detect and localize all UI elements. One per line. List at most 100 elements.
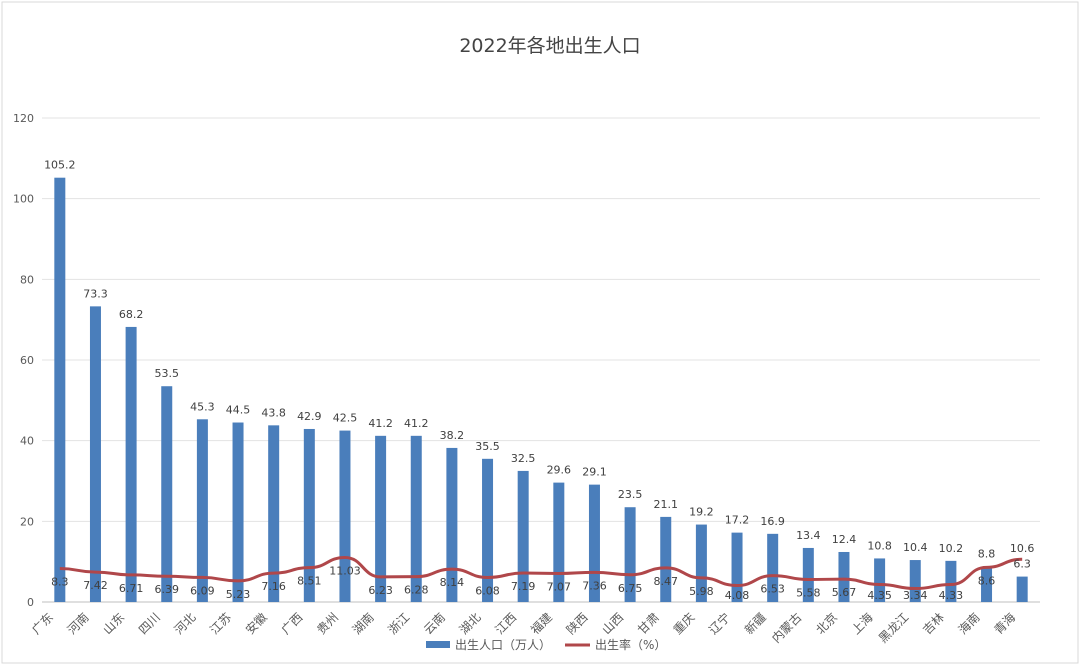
bar-data-label: 73.3 <box>83 287 108 300</box>
bar <box>54 177 66 602</box>
line-data-label: 8.51 <box>297 575 322 588</box>
line-data-label: 8.14 <box>440 576 465 589</box>
bar-data-label: 19.2 <box>689 506 714 519</box>
line-data-label: 4.33 <box>939 589 964 602</box>
line-data-label: 4.08 <box>725 589 750 602</box>
bar-data-label: 35.5 <box>475 440 500 453</box>
bar <box>375 435 387 602</box>
bar <box>624 507 636 602</box>
bar <box>874 558 886 602</box>
line-data-label: 6.28 <box>404 584 429 597</box>
bar-data-label: 21.1 <box>654 498 679 511</box>
line-data-label: 3.34 <box>903 589 928 602</box>
bar-data-label: 10.2 <box>939 542 964 555</box>
legend: 出生人口（万人） 出生率（%） <box>426 637 666 652</box>
bar <box>802 547 814 602</box>
line-data-label: 6.75 <box>618 582 643 595</box>
bar <box>268 425 280 602</box>
y-tick-label: 40 <box>20 435 34 448</box>
bar <box>517 470 529 602</box>
line-data-label: 5.58 <box>796 586 821 599</box>
bar <box>303 428 315 602</box>
legend-bar-label: 出生人口（万人） <box>455 638 551 652</box>
line-series-path <box>59 556 1023 591</box>
bar-data-label: 41.2 <box>404 417 429 430</box>
line-data-label: 5.67 <box>832 586 857 599</box>
bar <box>731 532 743 602</box>
bar <box>339 430 351 602</box>
line-data-label: 6.53 <box>760 583 785 596</box>
bar <box>660 516 672 602</box>
bar-data-label: 10.8 <box>867 539 892 552</box>
line-data-label: 7.36 <box>582 579 607 592</box>
line-data-label: 11.03 <box>329 565 361 578</box>
y-tick-label: 100 <box>13 193 34 206</box>
bar <box>482 458 494 602</box>
line-data-label: 7.07 <box>547 580 572 593</box>
bar <box>909 560 921 602</box>
line-data-label: 6.71 <box>119 582 144 595</box>
line-data-label: 6.39 <box>155 583 180 596</box>
bar <box>588 484 600 602</box>
line-data-label: 6.08 <box>475 584 500 597</box>
bar <box>232 422 244 602</box>
bar-data-label: 41.2 <box>368 417 393 430</box>
bar <box>446 447 458 602</box>
bar-series <box>54 177 1028 602</box>
bar-data-label: 16.9 <box>760 515 785 528</box>
bar-data-label: 43.8 <box>261 406 286 419</box>
line-data-label: 5.98 <box>689 585 714 598</box>
bar-data-label: 13.4 <box>796 529 821 542</box>
line-series <box>59 556 1023 591</box>
legend-bar-swatch <box>426 641 450 648</box>
legend-line-label: 出生率（%） <box>595 637 666 652</box>
y-tick-label: 80 <box>20 273 34 286</box>
line-data-label: 8.3 <box>51 576 69 589</box>
bar <box>161 386 173 602</box>
line-data-label: 8.47 <box>654 575 679 588</box>
bar-data-label: 45.3 <box>190 400 215 413</box>
grid: 0 20 40 60 80 100 120 <box>13 112 1040 609</box>
line-data-label: 6.09 <box>190 584 215 597</box>
bar <box>838 551 850 602</box>
bar <box>125 326 137 602</box>
bar-data-label: 10.4 <box>903 541 928 554</box>
bar-data-label: 53.5 <box>155 367 180 380</box>
y-tick-label: 120 <box>13 112 34 125</box>
bar-data-label: 38.2 <box>440 429 465 442</box>
bar <box>945 560 957 602</box>
bar-data-label: 42.9 <box>297 410 322 423</box>
line-data-label: 4.35 <box>867 589 892 602</box>
y-tick-label: 0 <box>27 596 34 609</box>
bar-data-label: 6.3 <box>1013 558 1031 571</box>
bar <box>410 435 422 602</box>
bar-data-label: 23.5 <box>618 488 643 501</box>
line-data-label: 10.6 <box>1010 542 1035 555</box>
y-tick-label: 20 <box>20 515 34 528</box>
bar-data-label: 105.2 <box>44 159 76 172</box>
bar <box>553 482 565 602</box>
line-data-label: 8.6 <box>978 574 996 587</box>
bar <box>196 419 208 602</box>
bar <box>695 524 707 602</box>
chart-title: 2022年各地出生人口 <box>459 35 640 57</box>
line-data-label: 7.16 <box>261 580 286 593</box>
bar-data-label: 44.5 <box>226 404 251 417</box>
bar-data-label: 29.1 <box>582 466 607 479</box>
bar-data-label: 17.2 <box>725 514 750 527</box>
bar <box>1016 576 1028 602</box>
bar-data-label: 12.4 <box>832 533 857 546</box>
bar <box>981 566 993 602</box>
y-tick-label: 60 <box>20 354 34 367</box>
line-data-label: 7.42 <box>83 579 108 592</box>
line-data-label: 6.23 <box>368 584 393 597</box>
bar <box>767 533 779 602</box>
line-data-label: 5.23 <box>226 588 251 601</box>
bar-data-label: 68.2 <box>119 308 144 321</box>
bar-data-label: 8.8 <box>978 548 996 561</box>
bar-data-label: 29.6 <box>547 464 572 477</box>
bar-data-label: 42.5 <box>333 412 358 425</box>
